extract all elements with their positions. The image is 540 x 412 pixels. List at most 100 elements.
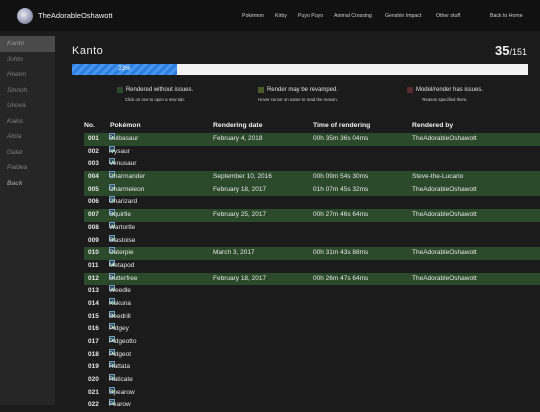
sidebar-item-unova[interactable]: Unova [0,98,55,114]
pokemon-name[interactable]: Butterfree [109,273,138,286]
sidebar-item-johto[interactable]: Johto [0,52,55,68]
sidebar-item-kanto[interactable]: Kanto [0,36,55,52]
pokemon-name[interactable]: Pidgey [109,323,129,336]
rendered-by: TheAdorableOshawott [412,133,477,146]
table-row[interactable]: 021 Spearow [84,387,540,400]
pokemon-name[interactable]: Kakuna [109,298,131,311]
pokemon-name[interactable]: Venusaur [109,158,136,171]
sidebar-item-galar[interactable]: Galar [0,145,55,161]
pokemon-name[interactable]: Blastoise [109,235,135,248]
nav-link-kirby[interactable]: Kirby [275,0,287,31]
table-row[interactable]: 020 Raticate [84,374,540,387]
sidebar-item-alola[interactable]: Alola [0,129,55,145]
nav-link-pokemon[interactable]: Pokémon [242,0,264,31]
table-row[interactable]: 012 Butterfree February 18, 2017 00h 26m 47… [84,273,540,286]
pokemon-number: 001 [88,133,99,146]
sidebar-item-hoenn[interactable]: Hoenn [0,67,55,83]
pokemon-name[interactable]: Wartortle [109,222,135,235]
pokemon-number: 012 [88,273,99,286]
rendering-time: 00h 27m 46s 64ms [313,209,368,222]
nav-link-back-to-home[interactable]: Back to Home [490,0,523,31]
pokemon-number: 021 [88,387,99,400]
table-row[interactable]: 011 Metapod [84,260,540,273]
nav-link-other-stuff[interactable]: Other stuff [436,0,460,31]
rendering-time: 00h 31m 43s 88ms [313,247,368,260]
pokemon-name[interactable]: Charizard [109,196,137,209]
pokemon-name[interactable]: Beedrill [109,311,131,324]
pokemon-name[interactable]: Fearow [109,399,131,412]
table-row[interactable]: 003 Venusaur [84,158,540,171]
pokemon-name[interactable]: Squirtle [109,209,131,222]
sidebar-item-back[interactable]: Back [0,176,55,192]
pokemon-name[interactable]: Spearow [109,387,135,400]
pokemon-number: 017 [88,336,99,349]
table-row[interactable]: 015 Beedrill [84,311,540,324]
rendering-date: March 3, 2017 [213,247,255,260]
column-header-rendering-date: Rendering date [213,122,262,129]
nav-link-genshin-impact[interactable]: Genshin Impact [385,0,421,31]
table-row[interactable]: 019 Rattata [84,361,540,374]
pokemon-name[interactable]: Rattata [109,361,130,374]
sidebar-item-paldea[interactable]: Paldea [0,160,55,176]
page-title: Kanto [72,45,103,57]
legend-swatch-green [117,87,123,93]
pokemon-name[interactable]: Pidgeotto [109,336,136,349]
table-row[interactable]: 014 Kakuna [84,298,540,311]
sidebar-item-kalos[interactable]: Kalos [0,114,55,130]
progress-bar: 23% [72,64,528,75]
rendered-by: TheAdorableOshawott [412,247,477,260]
pokemon-name[interactable]: Caterpie [109,247,134,260]
column-header-no: No. [84,122,95,129]
pokemon-name[interactable]: Raticate [109,374,133,387]
table-row[interactable]: 002 Ivysaur [84,146,540,159]
avatar[interactable] [17,8,33,24]
table-row[interactable]: 013 Weedle [84,285,540,298]
legend-note: Hover cursor on name to read the reason. [238,97,358,102]
rendering-time: 00h 09m 54s 30ms [313,171,368,184]
column-header-time-of-rendering: Time of rendering [313,122,370,129]
table-row[interactable]: 006 Charizard [84,196,540,209]
pokemon-number: 013 [88,285,99,298]
pokemon-name[interactable]: Metapod [109,260,134,273]
pokemon-name[interactable]: Bulbasaur [109,133,138,146]
rendering-date: February 18, 2017 [213,273,266,286]
table-row[interactable]: 017 Pidgeotto [84,336,540,349]
rendered-by: TheAdorableOshawott [412,209,477,222]
pokemon-number: 003 [88,158,99,171]
rendering-time: 00h 35m 36s 04ms [313,133,368,146]
pokemon-number: 014 [88,298,99,311]
pokemon-name[interactable]: Pidgeot [109,349,131,362]
table-row[interactable]: 007 Squirtle February 25, 2017 00h 27m 46s … [84,209,540,222]
pokemon-number: 020 [88,374,99,387]
pokemon-name[interactable]: Weedle [109,285,131,298]
site-title[interactable]: TheAdorableOshawott [38,11,113,20]
nav-link-animal-crossing[interactable]: Animal Crossing [334,0,372,31]
nav-link-puyo-puyo[interactable]: Puyo Puyo [298,0,323,31]
rendering-date: February 25, 2017 [213,209,266,222]
pokemon-name[interactable]: Charmeleon [109,184,144,197]
sidebar-item-sinnoh[interactable]: Sinnoh [0,83,55,99]
legend-swatch-olive [258,87,264,93]
rendering-time: 00h 26m 47s 64ms [313,273,368,286]
rendering-date: September 10, 2016 [213,171,272,184]
pokemon-name[interactable]: Charmander [109,171,145,184]
region-sidebar: Kanto Johto Hoenn Sinnoh Unova Kalos Alo… [0,36,55,405]
legend-label: Rendered without issues. [126,87,193,93]
legend-note: Reason specified there. [385,97,505,102]
pokemon-number: 006 [88,196,99,209]
pokemon-name[interactable]: Ivysaur [109,146,130,159]
pokemon-number: 011 [88,260,99,273]
pokemon-number: 007 [88,209,99,222]
pokemon-number: 002 [88,146,99,159]
pokemon-number: 015 [88,311,99,324]
pokemon-number: 019 [88,361,99,374]
